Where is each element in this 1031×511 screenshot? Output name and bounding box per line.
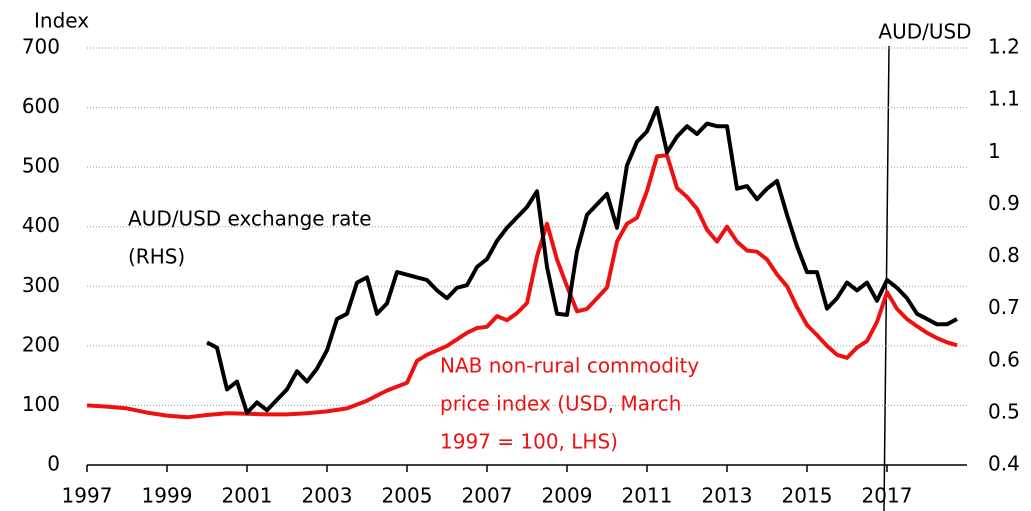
x-tick-label: 2015 [782,484,833,508]
y2-tick-label: 0.6 [988,347,1020,371]
y2-tick-label: 0.8 [988,243,1020,267]
y-tick-label: 100 [22,392,60,416]
x-tick-label: 2001 [222,484,273,508]
x-tick-label: 2007 [462,484,513,508]
y-tick-label: 0 [47,452,60,476]
series-annotation: NAB non-rural commodity [440,354,699,378]
y-axis-label: Index [34,9,89,33]
series-line [206,105,958,415]
y2-tick-label: 0.5 [988,399,1020,423]
series-annotation: price index (USD, March [440,392,681,416]
x-tick-label: 2013 [702,484,753,508]
x-tick-label: 2009 [542,484,593,508]
y-tick-label: 300 [22,273,60,297]
y2-tick-label: 1.1 [988,87,1020,111]
x-tick-label: 2017 [862,484,913,508]
y2-tick-label: 1.2 [988,35,1020,59]
series-line [86,153,958,420]
series-annotation: (RHS) [128,245,185,269]
y2-axis-label: AUD/USD [878,20,971,44]
x-tick-label: 1997 [62,484,113,508]
series-annotation: 1997 = 100, LHS) [440,430,618,454]
x-tick-label: 2005 [382,484,433,508]
y-tick-label: 600 [22,94,60,118]
y2-tick-label: 0.9 [988,191,1020,215]
y-tick-label: 500 [22,154,60,178]
y2-tick-label: 0.4 [988,452,1020,476]
x-tick-label: 2011 [622,484,673,508]
y-tick-label: 200 [22,332,60,356]
y-tick-label: 700 [22,35,60,59]
x-tick-label: 2003 [302,484,353,508]
y2-tick-label: 0.7 [988,295,1020,319]
y2-tick-label: 1 [988,139,1001,163]
x-tick-label: 1999 [142,484,193,508]
y-tick-label: 400 [22,213,60,237]
series-annotation: AUD/USD exchange rate [128,207,372,231]
